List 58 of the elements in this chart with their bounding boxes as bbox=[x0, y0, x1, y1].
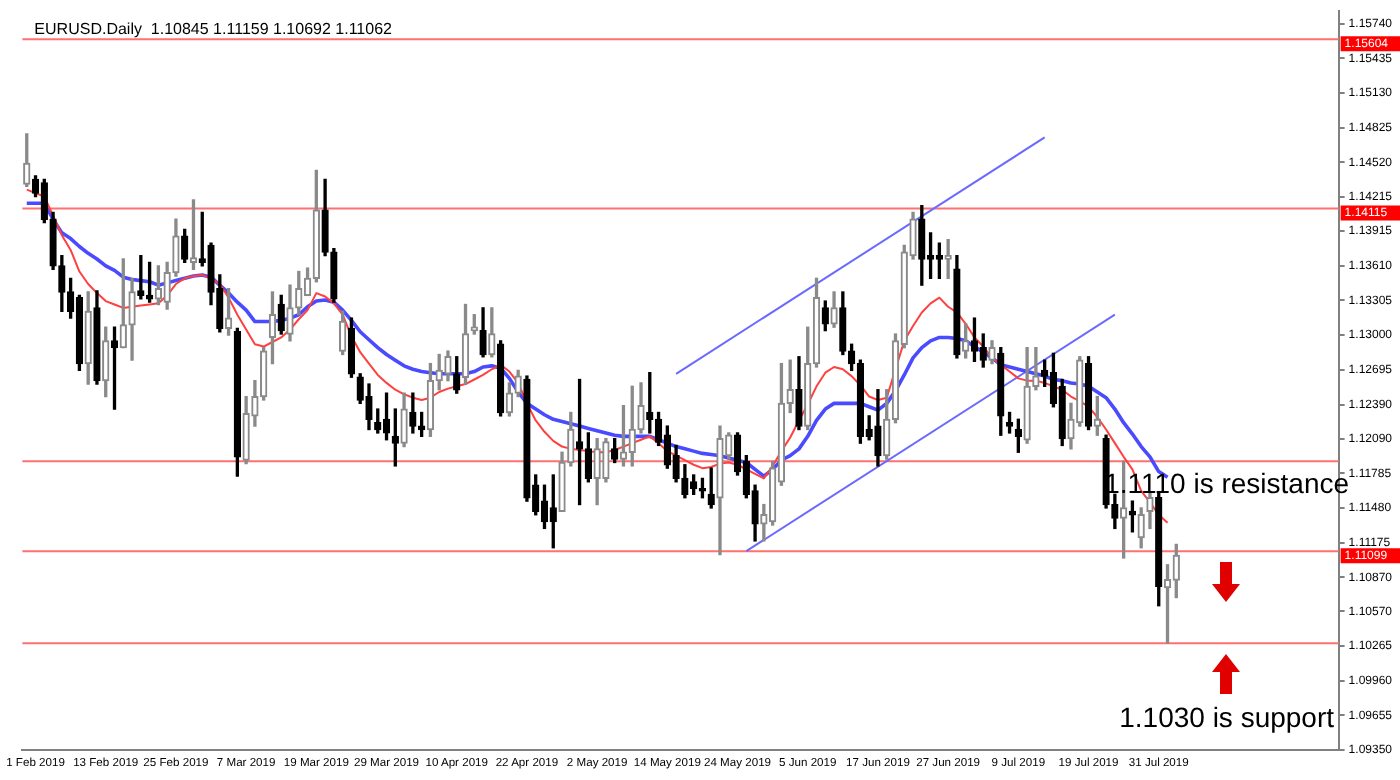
candlestick bbox=[953, 254, 961, 359]
candlestick bbox=[137, 254, 145, 300]
candlestick bbox=[119, 258, 127, 349]
candlestick bbox=[593, 437, 601, 506]
candlestick bbox=[461, 303, 470, 385]
candlestick bbox=[1137, 507, 1145, 549]
candlestick bbox=[365, 383, 373, 431]
candlestick bbox=[339, 310, 347, 356]
candlestick bbox=[970, 317, 979, 362]
candlestick bbox=[988, 340, 996, 365]
candlestick bbox=[575, 378, 584, 506]
text: EURUSD.Daily 1.10845 1.11159 1.10692 1.11062 bbox=[34, 19, 394, 38]
candlestick bbox=[540, 484, 549, 530]
candlestick bbox=[918, 204, 926, 286]
candlestick bbox=[75, 294, 84, 372]
candlestick bbox=[93, 290, 101, 385]
candlestick bbox=[962, 323, 970, 359]
candlestick bbox=[602, 437, 610, 483]
candlestick bbox=[444, 350, 452, 382]
candlestick bbox=[611, 437, 619, 464]
candlestick bbox=[286, 284, 294, 342]
candlestick bbox=[189, 199, 198, 270]
annotation: 1.1030 is support bbox=[1119, 700, 1335, 733]
candlestick bbox=[295, 270, 303, 316]
candlestick bbox=[1128, 500, 1137, 533]
candlestick bbox=[584, 432, 593, 483]
candlestick bbox=[1084, 356, 1093, 431]
candlestick bbox=[470, 314, 478, 335]
candlestick bbox=[321, 178, 329, 257]
candlestick bbox=[382, 392, 391, 441]
candlestick bbox=[944, 239, 952, 279]
candlestick bbox=[181, 228, 189, 264]
candlestick bbox=[1172, 543, 1180, 599]
candlestick bbox=[128, 277, 136, 361]
candlestick bbox=[233, 327, 242, 477]
candlestick bbox=[997, 347, 1005, 436]
candlestick bbox=[628, 385, 636, 467]
candlestick bbox=[795, 356, 803, 431]
candlestick bbox=[145, 261, 154, 303]
candlestick bbox=[1146, 491, 1154, 530]
candlestick bbox=[488, 307, 496, 358]
candlestick bbox=[23, 133, 31, 187]
candlestick bbox=[58, 254, 66, 312]
candlestick bbox=[479, 307, 487, 358]
candlestick bbox=[268, 291, 277, 365]
candlestick bbox=[856, 359, 865, 444]
candlestick bbox=[330, 248, 338, 303]
candlestick bbox=[1155, 491, 1163, 607]
candlestick bbox=[102, 326, 110, 398]
candlestick bbox=[1023, 347, 1031, 444]
candlestick bbox=[242, 395, 250, 465]
candlestick bbox=[830, 291, 838, 328]
candlestick bbox=[400, 392, 408, 448]
candlestick bbox=[224, 287, 233, 336]
candlestick bbox=[426, 362, 435, 437]
candlestick bbox=[716, 425, 724, 556]
candlestick bbox=[549, 474, 557, 549]
candlestick bbox=[839, 291, 847, 356]
